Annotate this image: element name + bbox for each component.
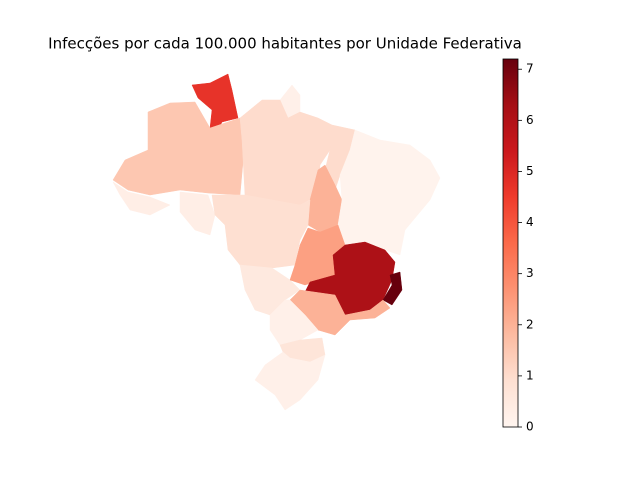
colorbar-tick-label: 4	[526, 215, 534, 229]
colorbar-tick-label: 3	[526, 266, 534, 280]
region	[211, 194, 311, 269]
colorbar	[502, 58, 519, 428]
region	[179, 191, 216, 236]
region	[254, 351, 326, 411]
region	[112, 181, 171, 216]
colorbar-tick-label: 7	[526, 62, 534, 76]
region	[337, 129, 441, 256]
region	[112, 101, 246, 196]
region	[191, 73, 239, 131]
colorbar-tick-label: 1	[526, 368, 534, 382]
colorbar-tick-label: 2	[526, 317, 534, 331]
colorbar-tick-label: 5	[526, 164, 534, 178]
region	[382, 271, 403, 306]
colorbar-tick-label: 6	[526, 113, 534, 127]
chart-title: Infecções por cada 100.000 habitantes po…	[48, 35, 522, 53]
colorbar-tick-label: 0	[526, 420, 534, 434]
